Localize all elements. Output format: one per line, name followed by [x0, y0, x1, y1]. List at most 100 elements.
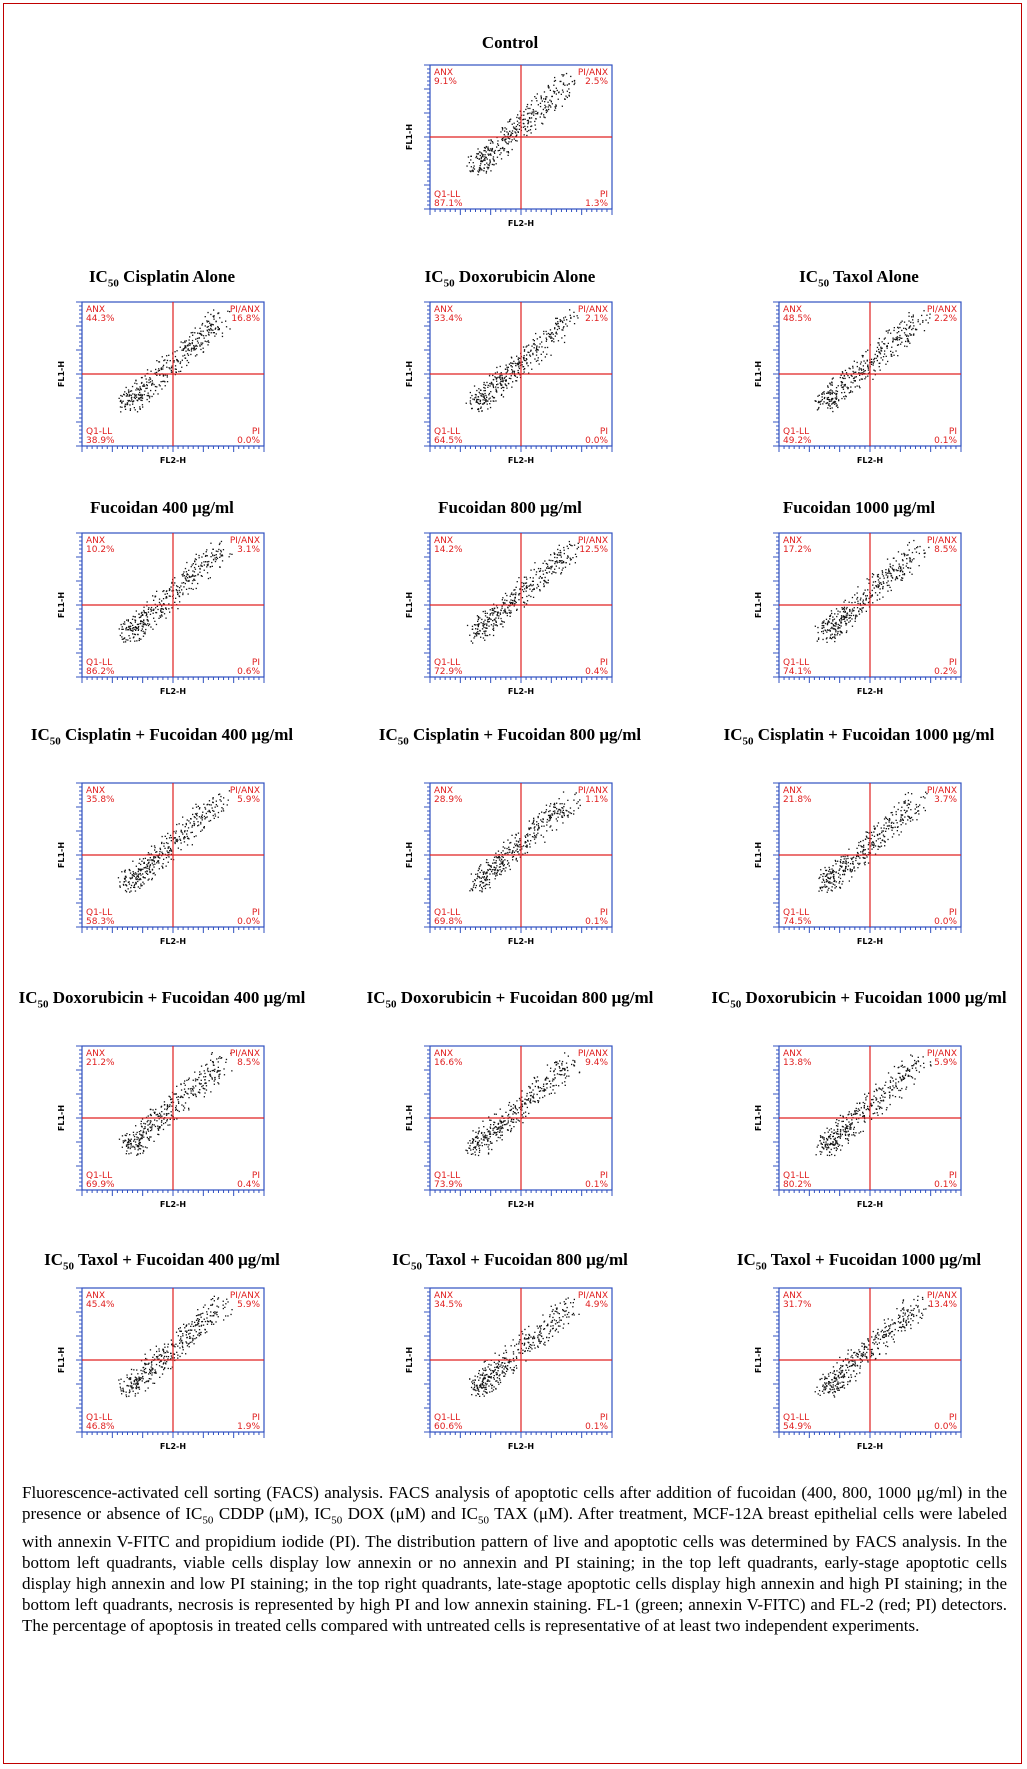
event-dot: [163, 1101, 166, 1103]
event-dot: [878, 342, 880, 344]
event-dot: [862, 856, 864, 859]
event-dot: [142, 858, 145, 860]
event-dot: [856, 851, 859, 854]
event-dot: [853, 866, 855, 868]
event-dot: [526, 844, 528, 846]
event-dot: [536, 821, 538, 823]
event-dot: [535, 360, 538, 362]
event-dot: [177, 608, 179, 610]
event-dot: [526, 126, 529, 128]
event-dot: [868, 579, 870, 581]
event-dot: [833, 628, 835, 630]
event-dot: [182, 824, 184, 826]
event-dot: [881, 347, 883, 349]
event-dot: [130, 1138, 132, 1140]
event-dot: [886, 584, 889, 587]
event-dot: [833, 874, 835, 876]
event-dot: [892, 341, 894, 343]
event-dot: [897, 551, 900, 553]
event-dot: [574, 562, 576, 564]
event-dot: [478, 403, 481, 405]
event-dot: [477, 153, 479, 155]
event-dot: [850, 390, 852, 392]
event-dot: [133, 872, 135, 874]
event-dot: [141, 884, 143, 887]
event-dot: [484, 884, 486, 887]
event-dot: [153, 860, 155, 862]
event-dot: [153, 866, 155, 868]
event-dot: [562, 83, 565, 86]
event-dot: [828, 870, 830, 872]
event-dot: [831, 638, 833, 640]
event-dot: [142, 873, 144, 875]
event-dot: [522, 356, 525, 359]
event-dot: [200, 817, 202, 819]
event-dot: [470, 640, 472, 642]
event-dot: [501, 129, 504, 131]
event-dot: [223, 1074, 226, 1076]
event-dot: [867, 364, 869, 366]
event-dot: [178, 823, 180, 825]
event-dot: [896, 830, 898, 832]
event-dot: [831, 399, 833, 401]
event-dot: [207, 1070, 209, 1073]
event-dot: [820, 874, 822, 876]
event-dot: [212, 798, 214, 800]
event-dot: [508, 865, 510, 867]
event-dot: [868, 851, 870, 854]
event-dot: [566, 810, 568, 812]
event-dot: [903, 327, 905, 329]
event-dot: [472, 398, 474, 400]
event-dot: [910, 816, 913, 819]
quadrant-value: 28.9%: [434, 795, 463, 805]
event-dot: [125, 876, 127, 878]
event-dot: [845, 616, 847, 618]
event-dot: [554, 76, 556, 79]
event-dot: [914, 548, 916, 550]
event-dot: [861, 611, 863, 613]
event-dot: [132, 860, 134, 862]
event-dot: [833, 625, 836, 627]
event-dot: [912, 319, 914, 321]
event-dot: [533, 832, 535, 834]
event-dot: [120, 394, 122, 397]
event-dot: [509, 601, 511, 603]
event-dot: [566, 545, 568, 547]
event-dot: [162, 611, 164, 613]
event-dot: [854, 380, 856, 382]
event-dot: [859, 372, 862, 374]
event-dot: [561, 560, 563, 562]
event-dot: [561, 105, 563, 107]
event-dot: [187, 354, 190, 356]
event-dot: [502, 386, 504, 388]
event-dot: [556, 802, 558, 804]
event-dot: [152, 609, 155, 611]
quadrant-value: 72.9%: [434, 667, 463, 677]
event-dot: [861, 354, 863, 357]
y-axis-label: FL1-H: [754, 361, 763, 387]
event-dot: [492, 158, 494, 160]
event-dot: [502, 868, 504, 870]
event-dot: [495, 386, 497, 388]
event-dot: [503, 864, 505, 866]
event-dot: [545, 96, 547, 98]
event-dot: [511, 130, 514, 132]
event-dot: [164, 359, 166, 361]
event-dot: [907, 544, 909, 546]
event-dot: [137, 623, 139, 625]
event-dot: [908, 816, 910, 818]
panel-title: IC50 Doxorubicin + Fucoidan 400 μg/ml: [0, 987, 332, 1015]
event-dot: [158, 361, 160, 363]
event-dot: [909, 557, 911, 559]
event-dot: [886, 577, 889, 579]
event-dot: [518, 593, 520, 595]
event-dot: [919, 323, 921, 325]
event-dot: [541, 825, 543, 827]
event-dot: [485, 394, 487, 397]
event-dot: [146, 601, 148, 603]
event-dot: [541, 341, 543, 343]
facs-plot: ANX17.2%PI/ANX8.5%Q1-LL74.1%PI0.2%FL2-HF…: [754, 532, 962, 696]
event-dot: [479, 167, 481, 169]
event-dot: [518, 367, 521, 370]
event-dot: [495, 378, 497, 380]
